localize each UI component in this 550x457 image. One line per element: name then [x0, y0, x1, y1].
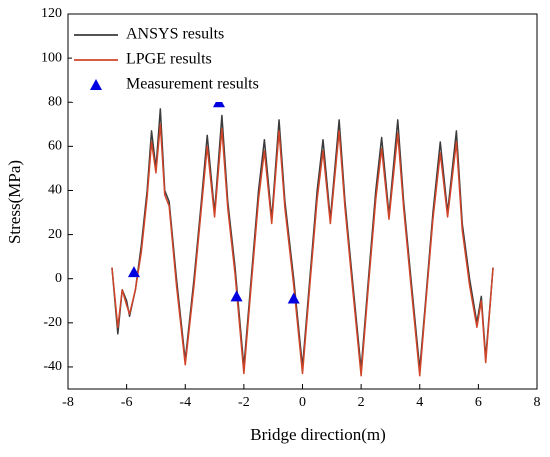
- y-tick-label: 60: [48, 139, 62, 154]
- y-tick-label: 40: [48, 183, 62, 198]
- x-tick-label: -6: [121, 395, 133, 410]
- y-tick-label: 0: [55, 271, 62, 286]
- measurement-point: [230, 290, 243, 302]
- x-tick-label: -2: [238, 395, 250, 410]
- x-tick-label: 0: [299, 395, 306, 410]
- x-tick-label: 2: [358, 395, 365, 410]
- x-tick-label: 8: [534, 395, 541, 410]
- y-tick-label: 100: [41, 50, 62, 65]
- x-tick-label: 6: [475, 395, 482, 410]
- x-tick-label: 4: [416, 395, 423, 410]
- series-line: [111, 108, 494, 370]
- x-tick-label: -4: [179, 395, 191, 410]
- legend-marker: [90, 79, 102, 90]
- x-axis-title: Bridge direction(m): [250, 425, 386, 444]
- legend-box: [72, 20, 286, 102]
- x-tick-label: -8: [62, 395, 74, 410]
- y-axis-title: Stress(MPa): [5, 160, 24, 244]
- y-tick-label: -40: [43, 359, 62, 374]
- measurement-point: [287, 292, 300, 304]
- y-tick-label: -20: [43, 315, 62, 330]
- y-tick-label: 20: [48, 227, 62, 242]
- y-tick-label: 80: [48, 94, 62, 109]
- series-line: [111, 123, 494, 377]
- y-tick-label: 120: [41, 6, 62, 21]
- measurement-point: [127, 266, 140, 278]
- legend-label: ANSYS results: [126, 26, 224, 43]
- legend-label: Measurement results: [126, 76, 259, 93]
- plot-frame: [67, 13, 538, 390]
- legend-label: LPGE results: [126, 51, 212, 68]
